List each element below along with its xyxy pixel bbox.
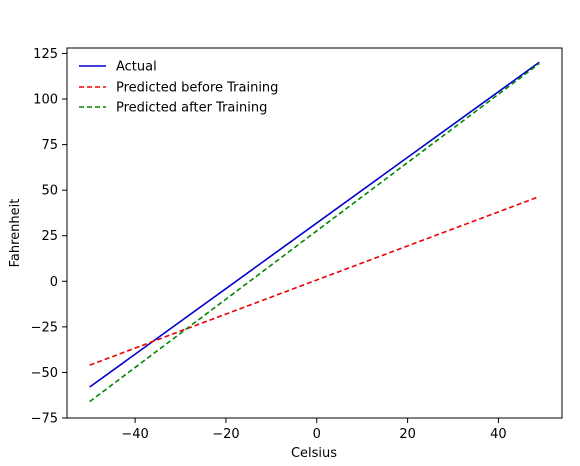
legend: Actual Predicted before Training Predict… [79, 60, 278, 116]
series-line-3 [89, 62, 540, 403]
x-tick-label: 20 [399, 427, 416, 442]
legend-label-actual: Actual [116, 60, 157, 75]
x-axis-label: Celsius [291, 446, 337, 461]
series-line-2 [89, 195, 540, 366]
legend-label-before-training: Predicted before Training [116, 81, 278, 96]
y-tick-label: 25 [41, 229, 58, 244]
y-tick-label: 100 [33, 93, 58, 108]
legend-label-after-training: Predicted after Training [116, 101, 267, 116]
y-tick-label: 125 [33, 47, 58, 62]
x-tick-label: 0 [313, 427, 321, 442]
series-line-1 [89, 61, 540, 388]
x-tick-label: −40 [121, 427, 148, 442]
y-tick-label: 50 [41, 184, 58, 199]
y-tick-label: −25 [31, 320, 58, 335]
x-tick-label: −20 [212, 427, 239, 442]
axis-layer: −40 −20 0 20 40 −75 −50 −25 0 25 50 75 100 125 [31, 47, 507, 442]
y-tick-label: −75 [31, 412, 58, 427]
y-tick-label: 0 [50, 275, 58, 290]
y-tick-label: 75 [41, 138, 58, 153]
plot-frame [66, 47, 563, 419]
y-axis-label: Fahrenheit [8, 199, 23, 268]
x-tick-label: 40 [490, 427, 507, 442]
y-tick-label: −50 [31, 366, 58, 381]
series-layer [89, 61, 540, 403]
